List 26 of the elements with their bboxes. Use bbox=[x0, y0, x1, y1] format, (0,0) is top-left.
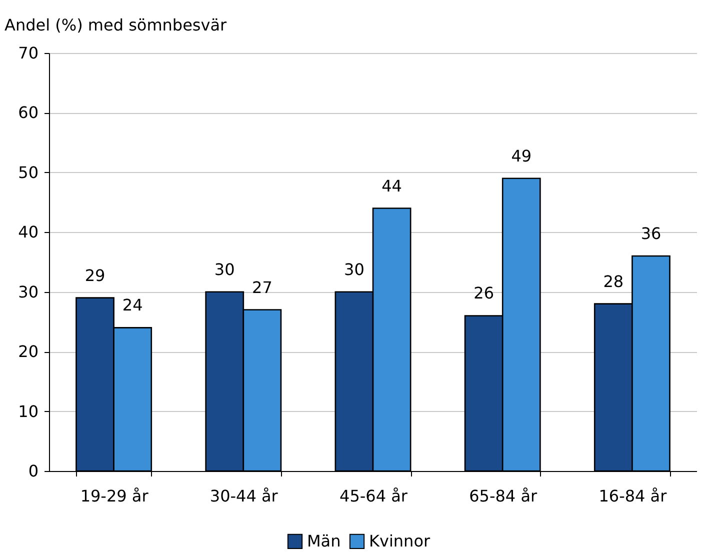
x-tick-label: 19-29 år bbox=[80, 486, 149, 506]
legend-label: Kvinnor bbox=[369, 531, 430, 550]
data-label: 30 bbox=[214, 260, 235, 279]
x-tick-label: 45-64 år bbox=[340, 486, 408, 506]
y-tick-label: 20 bbox=[18, 342, 38, 362]
data-label: 49 bbox=[511, 146, 532, 166]
data-label: 27 bbox=[252, 278, 272, 297]
data-label: 24 bbox=[122, 296, 143, 315]
y-tick-label: 30 bbox=[18, 282, 38, 302]
data-label: 26 bbox=[474, 284, 494, 303]
x-tick-label: 30-44 år bbox=[210, 486, 278, 506]
y-tick-label: 70 bbox=[18, 44, 38, 62]
y-tick-label: 60 bbox=[18, 103, 38, 122]
y-tick-label: 50 bbox=[18, 162, 38, 182]
data-label: 30 bbox=[344, 260, 364, 279]
data-label: 44 bbox=[382, 176, 402, 196]
y-axis-title: Andel (%) med sömnbesvär bbox=[4, 16, 228, 34]
y-tick-label: 10 bbox=[18, 402, 38, 421]
legend-label: Män bbox=[307, 531, 341, 550]
y-tick-label: 40 bbox=[18, 222, 38, 242]
y-tick-label: 0 bbox=[28, 462, 38, 480]
data-label: 29 bbox=[84, 266, 106, 285]
x-tick-label: 65-84 år bbox=[469, 486, 538, 506]
data-label: 28 bbox=[603, 272, 624, 291]
x-tick-label: 16-84 år bbox=[598, 486, 668, 506]
data-label: 36 bbox=[640, 224, 662, 244]
